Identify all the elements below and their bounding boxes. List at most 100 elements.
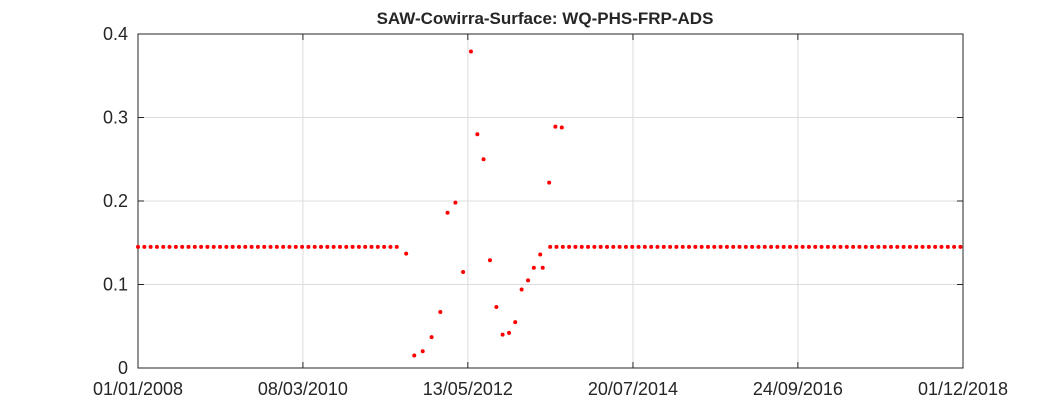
- data-point: [161, 244, 166, 249]
- data-point: [617, 244, 622, 249]
- data-point: [453, 200, 458, 205]
- axis-ticks: 01/01/2008 08/03/2010 13/05/2012 20/07/2014…: [93, 24, 1008, 399]
- data-point: [661, 244, 666, 249]
- x-tick-label: 20/07/2014: [588, 379, 678, 399]
- data-point: [598, 244, 603, 249]
- data-point: [680, 244, 685, 249]
- data-point: [331, 244, 336, 249]
- data-point: [756, 244, 761, 249]
- data-point: [857, 244, 862, 249]
- data-point: [344, 244, 349, 249]
- data-point: [382, 244, 387, 249]
- data-point: [481, 157, 486, 162]
- data-point: [668, 244, 673, 249]
- data-point: [870, 244, 875, 249]
- data-point: [287, 244, 292, 249]
- data-point: [363, 244, 368, 249]
- data-point: [586, 244, 591, 249]
- data-point: [901, 244, 906, 249]
- data-point: [687, 244, 692, 249]
- data-point: [553, 124, 558, 129]
- data-point: [507, 330, 512, 335]
- data-point: [154, 244, 159, 249]
- data-point: [800, 244, 805, 249]
- data-point: [649, 244, 654, 249]
- data-point: [794, 244, 799, 249]
- data-point: [592, 244, 597, 249]
- data-point: [750, 244, 755, 249]
- data-point: [705, 244, 710, 249]
- data-point: [579, 244, 584, 249]
- data-point: [882, 244, 887, 249]
- data-point: [813, 244, 818, 249]
- data-point: [718, 244, 723, 249]
- data-point: [180, 244, 185, 249]
- data-point: [192, 244, 197, 249]
- data-point: [838, 244, 843, 249]
- data-point: [636, 244, 641, 249]
- data-point: [548, 244, 553, 249]
- data-point: [844, 244, 849, 249]
- data-point: [731, 244, 736, 249]
- data-point: [224, 244, 229, 249]
- data-point: [623, 244, 628, 249]
- data-point: [236, 244, 241, 249]
- data-point: [274, 244, 279, 249]
- x-tick-label: 01/01/2008: [93, 379, 183, 399]
- data-point: [356, 244, 361, 249]
- data-point: [487, 258, 492, 263]
- data-point: [674, 244, 679, 249]
- data-point: [851, 244, 856, 249]
- data-point: [475, 132, 480, 137]
- data-point: [438, 310, 443, 315]
- data-point: [876, 244, 881, 249]
- data-point: [939, 244, 944, 249]
- data-point: [907, 244, 912, 249]
- data-point: [540, 265, 545, 270]
- data-point: [920, 244, 925, 249]
- data-point: [205, 244, 210, 249]
- data-point: [199, 244, 204, 249]
- y-tick-label: 0.1: [103, 275, 128, 295]
- data-point: [526, 278, 531, 283]
- data-point: [888, 244, 893, 249]
- data-point: [775, 244, 780, 249]
- data-point: [136, 244, 140, 249]
- data-point: [255, 244, 260, 249]
- data-point: [743, 244, 748, 249]
- data-point: [494, 305, 499, 310]
- data-point: [243, 244, 248, 249]
- data-point: [933, 244, 938, 249]
- y-tick-label: 0: [118, 358, 128, 378]
- x-tick-label: 08/03/2010: [258, 379, 348, 399]
- data-point: [268, 244, 273, 249]
- data-point: [325, 244, 330, 249]
- data-point: [350, 244, 355, 249]
- data-point: [420, 349, 425, 354]
- data-point: [604, 244, 609, 249]
- data-point: [293, 244, 298, 249]
- data-point: [642, 244, 647, 249]
- y-tick-label: 0.3: [103, 108, 128, 128]
- data-point: [788, 244, 793, 249]
- data-point: [519, 287, 524, 292]
- data-point: [832, 244, 837, 249]
- data-point: [388, 244, 393, 249]
- data-point: [186, 244, 191, 249]
- data-point: [445, 210, 450, 215]
- data-point: [312, 244, 317, 249]
- data-point: [781, 244, 786, 249]
- data-point: [218, 244, 223, 249]
- y-tick-label: 0.4: [103, 24, 128, 44]
- data-point: [945, 244, 950, 249]
- data-point: [337, 244, 342, 249]
- data-point: [461, 269, 466, 274]
- data-point: [211, 244, 216, 249]
- data-point: [500, 332, 505, 337]
- data-point: [249, 244, 254, 249]
- data-point: [173, 244, 178, 249]
- data-point: [863, 244, 868, 249]
- data-point: [699, 244, 704, 249]
- data-point: [567, 244, 572, 249]
